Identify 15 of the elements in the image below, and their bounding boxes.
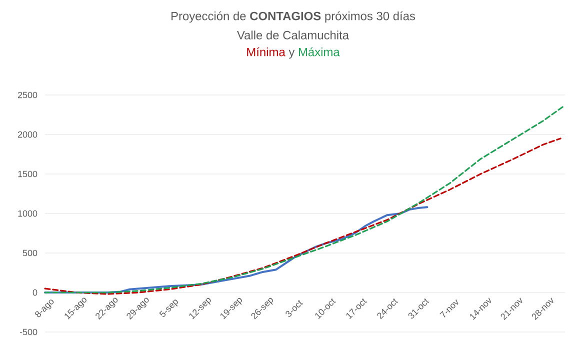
text: Máxima — [298, 47, 340, 56]
y-tick-label: -500 — [20, 328, 38, 336]
y-tick-label: 1000 — [18, 210, 38, 217]
chart-subtitle: Valle de Calamuchita — [237, 30, 350, 40]
y-tick-label: 1500 — [18, 170, 38, 178]
y-tick-label: 500 — [22, 250, 38, 256]
y-tick-label: 2000 — [18, 131, 38, 138]
chart-title: Proyección de CONTAGIOS próximos 30 días — [172, 11, 416, 23]
text: Mínima — [247, 47, 286, 56]
text: y — [288, 50, 295, 59]
y-tick-label: 0 — [32, 289, 38, 296]
line-series — [44, 206, 428, 294]
line-series — [44, 138, 562, 295]
y-tick-label: 2500 — [18, 92, 38, 98]
line-series — [44, 104, 566, 294]
